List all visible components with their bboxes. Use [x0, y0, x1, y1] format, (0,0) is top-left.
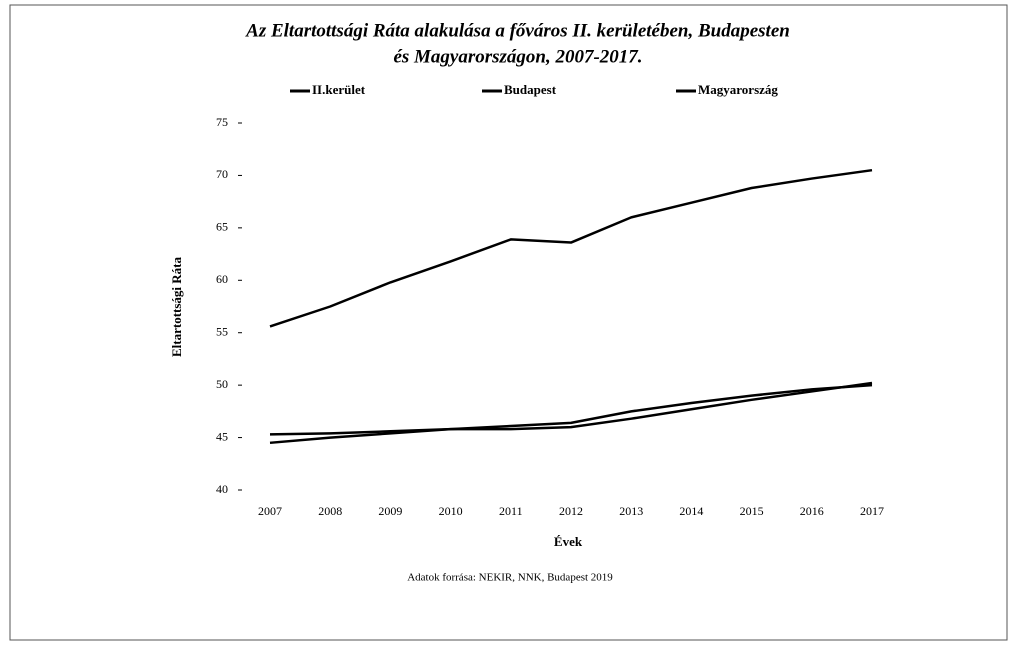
series-line	[269, 168, 873, 328]
series-line	[269, 381, 873, 445]
y-tick-label: 55	[216, 324, 228, 338]
y-tick-label: 75	[216, 115, 228, 129]
y-tick-label: 50	[216, 377, 228, 391]
legend-label: II.kerület	[312, 82, 366, 97]
x-tick-label: 2013	[619, 504, 643, 518]
x-axis-label: Évek	[554, 534, 583, 549]
y-axis-label: Eltartottsági Ráta	[169, 257, 184, 358]
chart-title: Az Eltartottsági Ráta alakulása a főváro…	[245, 20, 790, 41]
y-tick-label: 70	[216, 167, 228, 181]
x-tick-label: 2017	[860, 504, 884, 518]
legend-label: Budapest	[504, 82, 557, 97]
x-tick-label: 2014	[679, 504, 703, 518]
x-tick-label: 2016	[800, 504, 824, 518]
y-tick-label: 65	[216, 220, 228, 234]
x-tick-label: 2008	[318, 504, 342, 518]
y-tick-label: 40	[216, 482, 228, 496]
frame	[9, 4, 1008, 641]
x-tick-label: 2009	[378, 504, 402, 518]
series-line	[269, 383, 873, 436]
x-tick-label: 2015	[740, 504, 764, 518]
x-tick-label: 2011	[499, 504, 523, 518]
legend-label: Magyarország	[698, 82, 778, 97]
x-tick-label: 2007	[258, 504, 282, 518]
y-tick-label: 60	[216, 272, 228, 286]
x-tick-label: 2012	[559, 504, 583, 518]
chart-title: és Magyarországon, 2007-2017.	[393, 46, 642, 67]
source-note: Adatok forrása: NEKIR, NNK, Budapest 201…	[407, 572, 613, 584]
x-tick-label: 2010	[439, 504, 463, 518]
y-tick-label: 45	[216, 429, 228, 443]
